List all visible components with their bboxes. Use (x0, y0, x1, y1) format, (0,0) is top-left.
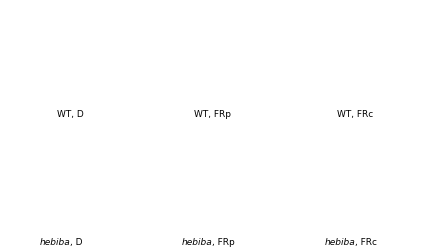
Text: WT, D: WT, D (57, 110, 83, 118)
Text: , D: , D (70, 237, 82, 246)
Text: hebiba: hebiba (324, 237, 355, 246)
Text: WT, FRp: WT, FRp (194, 110, 231, 118)
Text: WT, FRc: WT, FRc (337, 110, 373, 118)
Text: hebiba: hebiba (39, 237, 70, 246)
Text: , FRc: , FRc (355, 237, 377, 246)
Text: hebiba: hebiba (182, 237, 212, 246)
Text: , FRp: , FRp (212, 237, 235, 246)
